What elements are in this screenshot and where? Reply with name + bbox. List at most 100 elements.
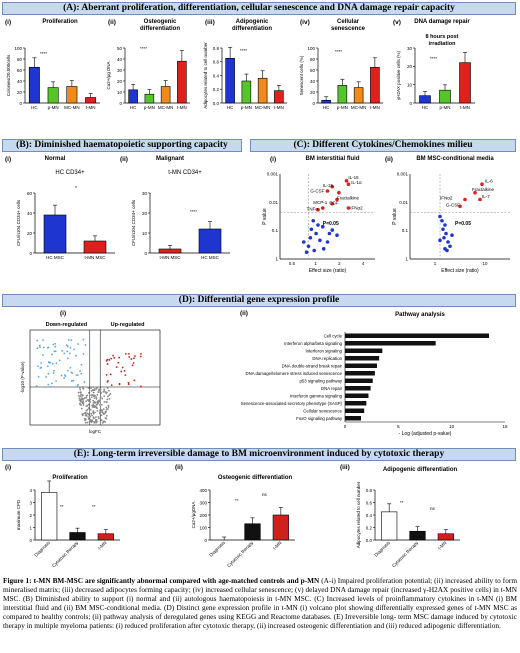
x-tick-label: t-MN bbox=[370, 105, 380, 110]
gene-point bbox=[100, 414, 103, 417]
gene-point bbox=[103, 389, 106, 391]
gene-point-up bbox=[107, 380, 109, 382]
gene-point bbox=[106, 398, 109, 401]
x-tick-label: 1 bbox=[314, 261, 317, 266]
pathway-label: DNA damage/telomere stress induced senes… bbox=[246, 371, 343, 376]
p-value-label: P=0.05 bbox=[323, 221, 339, 227]
gene-point-up bbox=[140, 385, 142, 388]
panel-b-i-legend: HC CD34+ bbox=[55, 170, 85, 176]
y-tick-label: 20 bbox=[27, 231, 33, 236]
gene-point bbox=[100, 419, 102, 422]
x-tick-label: 15 bbox=[502, 424, 508, 429]
gene-point-down bbox=[77, 343, 79, 345]
gene-point bbox=[95, 387, 98, 390]
data-point bbox=[441, 227, 445, 232]
gene-point bbox=[101, 397, 104, 400]
data-point-significant bbox=[473, 190, 477, 195]
x-axis-label: logFC bbox=[89, 429, 102, 434]
gene-point-up bbox=[134, 355, 136, 357]
y-tick-label: 60 bbox=[310, 68, 316, 73]
y-tick-label: 20 bbox=[407, 64, 413, 69]
x-tick-label: MC-MN bbox=[351, 105, 367, 110]
y-tick-label: 0.8 bbox=[213, 46, 220, 51]
pathway-label: DNA double-strand break repair bbox=[282, 363, 343, 368]
gene-point bbox=[93, 387, 96, 390]
panel-b-ii-label: (ii) bbox=[120, 156, 128, 163]
x-axis-label: Effect size (ratio) bbox=[441, 268, 479, 274]
gene-point bbox=[91, 394, 94, 397]
gene-point bbox=[102, 390, 105, 393]
gene-point-down bbox=[63, 377, 66, 380]
pathway-bar bbox=[345, 333, 489, 338]
gene-point bbox=[94, 411, 96, 414]
y-tick-label: 0.0 bbox=[366, 538, 373, 543]
y-tick-label: 400 bbox=[199, 488, 207, 493]
y-tick-label: 0.4 bbox=[213, 73, 220, 78]
y-tick-label: 0 bbox=[29, 251, 32, 256]
gene-point bbox=[81, 397, 84, 400]
pathway-bar bbox=[345, 401, 367, 406]
gene-point bbox=[87, 400, 90, 402]
bar bbox=[419, 95, 431, 104]
y-tick-label: 20 bbox=[17, 90, 23, 95]
y-axis-label: Colonies/20,000cells bbox=[6, 54, 11, 96]
pathway-label: Interferon alpha/beta signaling bbox=[284, 341, 342, 346]
point-annotation: IFNα2 bbox=[440, 196, 453, 201]
pathway-bar bbox=[345, 356, 380, 361]
gene-point bbox=[79, 402, 81, 405]
gene-point bbox=[80, 393, 83, 396]
gene-point-up bbox=[118, 356, 121, 359]
panel-a-iv-label: (iv) bbox=[300, 19, 310, 26]
gene-point-down bbox=[39, 346, 41, 349]
data-point bbox=[308, 235, 313, 240]
gene-point-down bbox=[47, 383, 50, 386]
panel-e-iii-label: (iii) bbox=[340, 464, 350, 471]
point-annotation: G-CSF bbox=[446, 202, 460, 207]
bar bbox=[274, 90, 284, 104]
bar bbox=[97, 533, 114, 541]
x-tick-label: HC bbox=[422, 105, 429, 110]
gene-point-down bbox=[73, 348, 75, 351]
data-point bbox=[443, 247, 447, 251]
panel-a-v-label: (v) bbox=[393, 19, 401, 26]
data-point bbox=[325, 240, 330, 244]
bar bbox=[144, 93, 155, 104]
gene-point-down bbox=[53, 369, 55, 372]
gene-point-down bbox=[67, 338, 70, 341]
gene-point bbox=[100, 409, 102, 411]
significance-mark: **** bbox=[40, 51, 47, 56]
gene-point bbox=[97, 391, 100, 394]
significance-mark: ** bbox=[60, 504, 64, 509]
data-point bbox=[444, 231, 448, 236]
gene-point bbox=[92, 412, 95, 415]
gene-point bbox=[87, 416, 90, 418]
gene-point bbox=[96, 393, 99, 396]
gene-point-down bbox=[60, 374, 63, 377]
gene-point bbox=[80, 404, 82, 406]
data-point-significant bbox=[320, 206, 325, 210]
gene-point bbox=[78, 394, 80, 397]
gene-point bbox=[78, 386, 81, 389]
y-tick-label: 50 bbox=[117, 46, 123, 51]
gene-point bbox=[105, 406, 108, 409]
data-point-significant bbox=[337, 190, 341, 195]
gene-point-up bbox=[110, 357, 113, 360]
data-point bbox=[318, 238, 322, 243]
gene-point-down bbox=[67, 369, 69, 372]
gene-point-up bbox=[127, 383, 130, 386]
gene-point-down bbox=[37, 365, 39, 368]
gene-point-up bbox=[131, 364, 134, 367]
bar bbox=[257, 77, 268, 104]
gene-point bbox=[95, 396, 98, 398]
gene-point-up bbox=[108, 359, 111, 361]
y-tick-label: 80 bbox=[17, 57, 23, 62]
bar bbox=[225, 58, 235, 104]
y-tick-label: 60 bbox=[27, 191, 33, 196]
data-point bbox=[327, 231, 332, 236]
gene-point bbox=[79, 388, 82, 391]
gene-point-up bbox=[110, 384, 113, 387]
gene-point bbox=[79, 400, 82, 402]
y-axis-label: Senescent cells (%) bbox=[299, 55, 304, 95]
gene-point bbox=[89, 418, 92, 421]
